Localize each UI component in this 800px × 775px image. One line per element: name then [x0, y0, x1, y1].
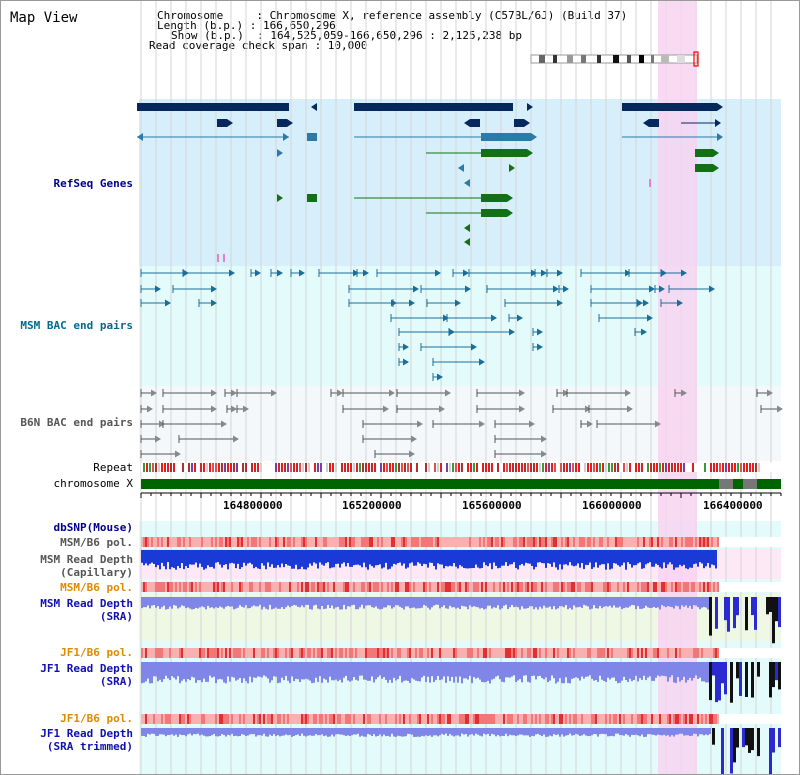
jf1-b6-pol-label-1[interactable]: JF1/B6 pol.	[60, 646, 133, 659]
msm-bac-label[interactable]: MSM BAC end pairs	[20, 319, 133, 332]
ruler-tick-label: 164800000	[223, 499, 283, 512]
assembly-info: Chromosome : Chromosome X, reference ass…	[149, 9, 628, 52]
ruler-tick-label: 165200000	[342, 499, 402, 512]
repeat-track[interactable]	[141, 463, 781, 472]
length-info: Length (b.p.) : 166,650,296	[157, 19, 336, 32]
msm-b6-pol-label-2[interactable]: MSM/B6 pol.	[60, 581, 133, 594]
jf1-sra-label-1[interactable]: JF1 Read Depth	[40, 662, 133, 675]
chromosome-info: Chromosome : Chromosome X, reference ass…	[157, 9, 628, 22]
ruler-tick-label: 166000000	[582, 499, 642, 512]
coordinate-ruler	[140, 492, 782, 498]
msm-capillary-label-1[interactable]: MSM Read Depth	[40, 553, 133, 566]
msm-sra-label-2: (SRA)	[99, 610, 133, 623]
jf1-sra-label-2: (SRA)	[99, 675, 133, 688]
jf1-b6-pol-label-2[interactable]: JF1/B6 pol.	[60, 712, 133, 725]
dbsnp-label[interactable]: dbSNP(Mouse)	[53, 521, 133, 534]
refseq-genes-track[interactable]	[137, 103, 723, 262]
grid-lines	[140, 1, 772, 774]
show-range-info: Show (b.p.) : 164,525,059-166,650,296 : …	[171, 29, 522, 42]
refseq-genes-label[interactable]: RefSeq Genes	[53, 177, 133, 190]
msm-capillary-label-2: (Capillary)	[60, 566, 133, 579]
ruler-tick-label: 165600000	[462, 499, 522, 512]
chromosome-ideogram[interactable]	[530, 51, 699, 67]
b6n-bac-track[interactable]	[140, 389, 783, 458]
chromosome-bar[interactable]	[141, 479, 781, 489]
highlight-region	[658, 1, 697, 774]
ruler-tick-label: 166400000	[703, 499, 763, 512]
jf1-trimmed-label-1[interactable]: JF1 Read Depth	[40, 727, 133, 740]
coverage-signals	[141, 537, 781, 774]
msm-bac-track[interactable]	[140, 269, 715, 381]
b6n-bac-label[interactable]: B6N BAC end pairs	[20, 416, 133, 429]
page-title: Map View	[10, 10, 78, 26]
msm-b6-pol-label-1[interactable]: MSM/B6 pol.	[60, 536, 133, 549]
coverage-span-info: Read coverage check span : 10,000	[149, 39, 368, 52]
msm-sra-label-1[interactable]: MSM Read Depth	[40, 597, 133, 610]
chromosome-label[interactable]: chromosome X	[53, 477, 133, 490]
repeat-label[interactable]: Repeat	[93, 461, 133, 474]
jf1-trimmed-label-2: (SRA trimmed)	[46, 740, 133, 753]
